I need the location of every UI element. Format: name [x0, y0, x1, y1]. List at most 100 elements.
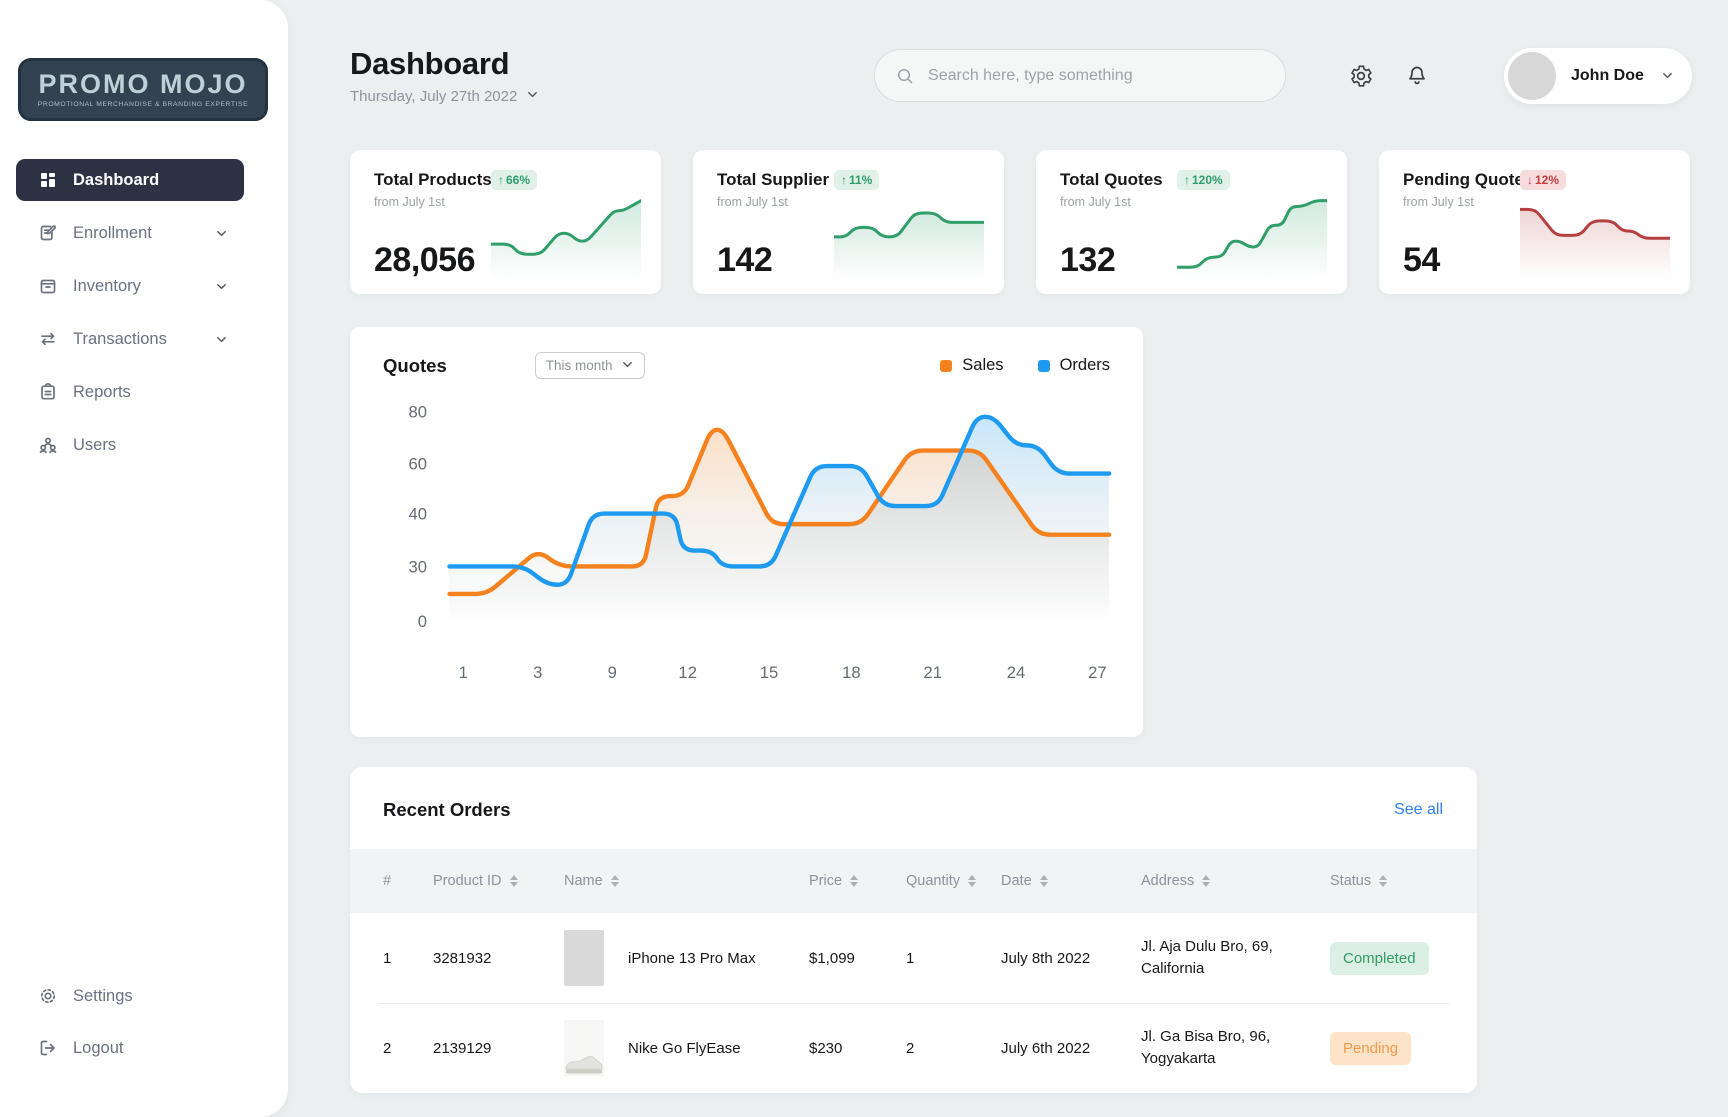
sidebar-item-label: Logout [73, 1038, 124, 1057]
chart-header: Quotes This month Sales Orders [374, 352, 1119, 379]
dashboard-icon [38, 170, 58, 190]
status-badge: Completed [1330, 941, 1429, 975]
stat-card-text: Total Supplier from July 1st 142 [717, 170, 834, 280]
search-input[interactable] [928, 66, 1265, 85]
column-header-name[interactable]: Name [564, 873, 809, 889]
chevron-down-icon [215, 227, 228, 240]
status-cell: Completed [1330, 941, 1477, 975]
stat-card-value: 28,056 [374, 241, 476, 279]
status-badge: Pending [1330, 1031, 1412, 1065]
logo-title: PROMO MOJO [38, 69, 248, 99]
see-all-link[interactable]: See all [1394, 801, 1443, 818]
arrow-down-icon: ↓ [1527, 173, 1533, 187]
main-content: Dashboard Thursday, July 27th 2022 John … [288, 0, 1728, 1117]
chevron-down-icon [1661, 69, 1674, 82]
price: $1,099 [809, 949, 855, 967]
svg-text:18: 18 [842, 663, 861, 682]
change-badge: ↑ 66% [491, 170, 538, 190]
quantity: 1 [906, 949, 915, 967]
stat-cards-row: Total Products from July 1st 28,056 ↑ 66% To… [350, 150, 1692, 294]
quotes-chart-card: Quotes This month Sales Orders 80 60 40 30 0 1… [350, 327, 1143, 737]
svg-text:24: 24 [1007, 663, 1026, 682]
svg-text:1: 1 [459, 663, 468, 682]
column-header-price[interactable]: Price [809, 873, 906, 889]
chart-title: Quotes [383, 354, 447, 376]
stat-card-trend: ↑ 66% [491, 170, 641, 280]
arrow-up-icon: ↑ [1184, 173, 1190, 187]
svg-text:21: 21 [923, 663, 942, 682]
sidebar-item-transactions[interactable]: Transactions [16, 318, 244, 360]
sidebar-nav: Dashboard Enrollment Inventory Transactions… [0, 159, 288, 477]
shoe-thumb [564, 1020, 604, 1076]
orders-table-header: # Product ID Name Price Quantity Date Address S… [350, 849, 1477, 913]
sidebar: PROMO MOJO PROMOTIONAL MERCHANDISE & BRA… [0, 0, 288, 1117]
sidebar-item-label: Transactions [73, 329, 167, 348]
column-header-quantity[interactable]: Quantity [906, 873, 1001, 889]
column-header-#: # [383, 873, 433, 889]
quotes-chart: 80 60 40 30 0 1 3 9 12 15 18 21 24 27 [374, 393, 1119, 692]
date-label: Thursday, July 27th 2022 [350, 88, 518, 105]
page-title: Dashboard [350, 46, 510, 81]
user-menu[interactable]: John Doe [1504, 47, 1692, 104]
product-name: Nike Go FlyEase [628, 1039, 741, 1057]
promo-mojo-logo: PROMO MOJO PROMOTIONAL MERCHANDISE & BRA… [18, 58, 268, 122]
price: $230 [809, 1039, 843, 1057]
sidebar-item-users[interactable]: Users [16, 424, 244, 466]
orders-title: Recent Orders [383, 799, 511, 820]
avatar [1508, 51, 1556, 100]
bell-icon[interactable] [1404, 63, 1430, 89]
column-header-status[interactable]: Status [1330, 873, 1477, 889]
chart-period-dropdown[interactable]: This month [534, 352, 645, 379]
sidebar-item-settings[interactable]: Settings [16, 975, 244, 1017]
svg-text:40: 40 [408, 504, 427, 523]
change-value: 120% [1192, 173, 1223, 187]
stat-card-title: Total Products [374, 170, 492, 189]
stat-card-value: 54 [1403, 241, 1440, 279]
column-header-address[interactable]: Address [1141, 873, 1330, 889]
sparkline [1177, 196, 1327, 280]
chevron-down-icon [215, 280, 228, 293]
column-label: Quantity [906, 873, 960, 889]
sort-icon [509, 875, 518, 887]
order-date: July 6th 2022 [1001, 1039, 1091, 1057]
column-label: Date [1001, 873, 1032, 889]
product-name: iPhone 13 Pro Max [628, 949, 756, 967]
status-cell: Pending [1330, 1031, 1477, 1065]
address: Jl. Aja Dulu Bro, 69, California [1141, 938, 1273, 977]
column-label: Product ID [433, 873, 502, 889]
recent-orders-card: Recent Orders See all # Product ID Name Pri… [350, 767, 1477, 1093]
table-row[interactable]: 2 2139129 Nike Go FlyEase $230 2 July 6th 202… [350, 1003, 1477, 1093]
row-number: 2 [383, 1039, 392, 1057]
stat-card-subtitle: from July 1st [717, 195, 788, 209]
column-header-product-id[interactable]: Product ID [433, 873, 564, 889]
svg-text:80: 80 [408, 403, 427, 422]
table-row[interactable]: 1 3281932 iPhone 13 Pro Max $1,099 1 July 8th… [350, 913, 1477, 1003]
change-value: 11% [849, 173, 873, 187]
sidebar-item-inventory[interactable]: Inventory [16, 265, 244, 307]
logout-icon [38, 1038, 58, 1058]
svg-text:30: 30 [408, 557, 427, 576]
logo-subtitle: PROMOTIONAL MERCHANDISE & BRANDING EXPER… [37, 101, 249, 109]
svg-text:12: 12 [678, 663, 697, 682]
settings-icon [38, 986, 58, 1006]
stat-card-text: Total Products from July 1st 28,056 [374, 170, 492, 280]
enrollment-icon [38, 223, 58, 243]
address: Jl. Ga Bisa Bro, 96, Yogyakarta [1141, 1028, 1271, 1067]
gear-icon[interactable] [1348, 63, 1374, 89]
column-header-date[interactable]: Date [1001, 873, 1141, 889]
quantity: 2 [906, 1039, 915, 1057]
stat-card-trend: ↓ 12% [1520, 170, 1670, 280]
sidebar-item-enrollment[interactable]: Enrollment [16, 212, 244, 254]
sidebar-item-dashboard[interactable]: Dashboard [16, 159, 244, 202]
sidebar-item-reports[interactable]: Reports [16, 371, 244, 413]
sort-icon [610, 875, 619, 887]
search-bar[interactable] [874, 49, 1286, 102]
product-name-cell: Nike Go FlyEase [564, 1020, 809, 1076]
date-dropdown[interactable]: Thursday, July 27th 2022 [350, 88, 539, 105]
chevron-down-icon [215, 333, 228, 346]
iphone-thumb [564, 930, 604, 986]
transactions-icon [38, 329, 58, 349]
sort-icon [1379, 875, 1388, 887]
sidebar-item-logout[interactable]: Logout [16, 1027, 244, 1069]
product-id: 2139129 [433, 1039, 492, 1057]
